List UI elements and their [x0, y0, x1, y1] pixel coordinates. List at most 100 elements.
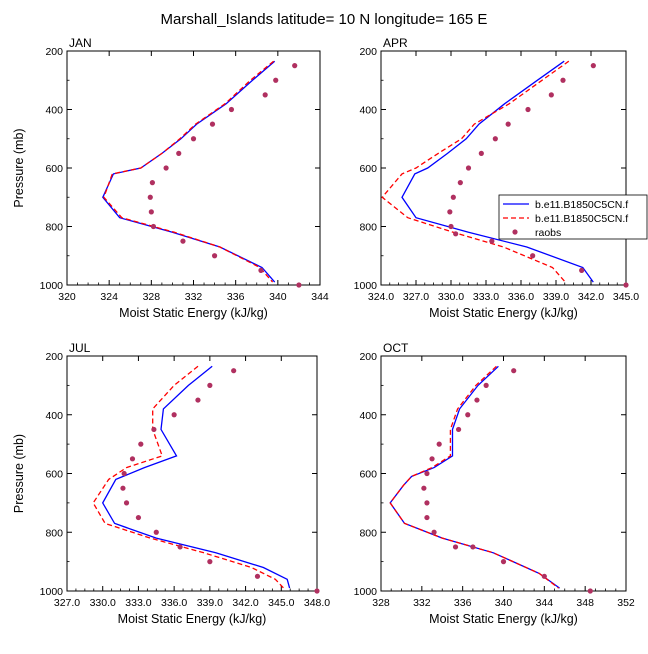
- raobs-point: [452, 544, 459, 550]
- raobs-point: [465, 412, 471, 418]
- x-tick-label: 339.0: [197, 597, 223, 609]
- x-tick-label: 345.0: [268, 597, 294, 609]
- raobs-point: [541, 573, 547, 579]
- x-tick-label: 339.0: [543, 291, 569, 303]
- legend-box: [498, 194, 648, 240]
- y-tick-label: 600: [45, 469, 63, 481]
- raobs-point: [505, 121, 511, 127]
- series-line-dashed: [381, 60, 570, 283]
- raobs-point: [176, 150, 182, 156]
- raobs-point: [455, 426, 462, 433]
- legend-label: raobs: [535, 227, 561, 239]
- raobs-point: [436, 441, 442, 447]
- raobs-point: [421, 485, 427, 491]
- x-tick-label: 340: [495, 597, 513, 609]
- x-tick-label: 345.0: [613, 291, 639, 303]
- raobs-point: [489, 238, 495, 244]
- raobs-point: [228, 106, 235, 113]
- raobs-point: [560, 77, 566, 83]
- raobs-point: [590, 63, 596, 69]
- series-line-dashed: [103, 60, 275, 283]
- raobs-point: [579, 267, 585, 273]
- x-tick-label: 328: [372, 597, 390, 609]
- series-line-solid: [401, 60, 594, 283]
- panel-apr: APR 324.0 327.0 330.0 333.0 336.0 339.0 342.0 34…: [354, 36, 648, 320]
- x-tick-label: 344: [536, 597, 554, 609]
- raobs-point: [120, 485, 126, 491]
- raobs-point: [424, 500, 430, 506]
- x-tick-label: 330.0: [438, 291, 464, 303]
- raobs-point: [511, 368, 517, 374]
- raobs-point: [483, 382, 489, 388]
- panel-title: JUL: [69, 341, 91, 355]
- panel-title: APR: [383, 36, 408, 50]
- y-tick-label: 200: [359, 46, 377, 58]
- raobs-point: [180, 238, 186, 244]
- y-tick-label: 600: [359, 163, 377, 175]
- raobs-point: [121, 470, 127, 477]
- y-tick-label: 400: [45, 410, 63, 422]
- y-axis-label: Pressure (mb): [12, 128, 26, 207]
- x-tick-label: 348.0: [304, 597, 330, 609]
- figure-title: Marshall_Islands latitude= 10 N longitud…: [161, 11, 488, 28]
- y-tick-label: 200: [359, 351, 377, 363]
- y-tick-label: 800: [359, 527, 377, 539]
- x-tick-label: 340: [269, 291, 287, 303]
- raobs-point: [548, 92, 554, 98]
- panel-title: OCT: [383, 341, 409, 355]
- y-tick-label: 800: [45, 527, 63, 539]
- y-tick-label: 400: [45, 105, 63, 117]
- x-tick-label: 327.0: [403, 291, 429, 303]
- raobs-point: [424, 514, 430, 521]
- y-tick-label: 400: [359, 410, 377, 422]
- plot-frame: [380, 50, 627, 286]
- x-axis-label: Moist Static Energy (kJ/kg): [429, 612, 578, 626]
- raobs-point: [429, 456, 435, 462]
- raobs-point: [314, 588, 320, 594]
- x-tick-label: 344: [311, 291, 329, 303]
- raobs-point: [129, 456, 136, 462]
- legend-label: b.e11.B1850C5CN.f: [535, 213, 628, 225]
- raobs-point: [151, 426, 157, 433]
- x-tick-label: 336: [227, 291, 245, 303]
- x-tick-label: 320: [58, 291, 76, 303]
- raobs-point: [474, 397, 480, 403]
- raobs-point: [177, 544, 183, 550]
- raobs-point: [457, 180, 463, 186]
- series-line-solid: [102, 60, 276, 283]
- raobs-point: [153, 529, 159, 535]
- raobs-point: [447, 209, 453, 215]
- x-tick-label: 342.0: [578, 291, 604, 303]
- raobs-point: [135, 514, 142, 521]
- raobs-point: [254, 573, 261, 579]
- x-tick-label: 324: [100, 291, 118, 303]
- raobs-point: [453, 231, 459, 237]
- x-tick-label: 328: [143, 291, 161, 303]
- raobs-point: [211, 253, 218, 259]
- raobs-point: [149, 180, 155, 186]
- x-tick-label: 332: [413, 597, 431, 609]
- raobs-point: [273, 77, 279, 83]
- raobs-point: [262, 92, 268, 98]
- series-line-dashed: [389, 365, 559, 589]
- y-tick-label: 1000: [354, 586, 378, 598]
- y-tick-label: 800: [359, 222, 377, 234]
- x-tick-label: 333.0: [473, 291, 499, 303]
- x-tick-label: 327.0: [54, 597, 80, 609]
- y-tick-label: 600: [359, 469, 377, 481]
- raobs-point: [150, 223, 157, 230]
- x-tick-label: 336.0: [161, 597, 187, 609]
- raobs-point: [587, 588, 593, 594]
- series-line-solid: [101, 365, 291, 589]
- raobs-point: [138, 441, 144, 447]
- raobs-point: [500, 559, 507, 565]
- raobs-point: [231, 368, 237, 374]
- y-tick-label: 800: [45, 222, 63, 234]
- panel-jan: JAN 320 324 328 332 336 340 344 200 400 600 800 1000…: [12, 36, 329, 320]
- raobs-point: [530, 253, 536, 259]
- raobs-point: [424, 470, 430, 477]
- y-tick-label: 400: [359, 105, 377, 117]
- raobs-point: [431, 529, 437, 535]
- x-tick-label: 336: [454, 597, 472, 609]
- y-tick-label: 1000: [40, 586, 64, 598]
